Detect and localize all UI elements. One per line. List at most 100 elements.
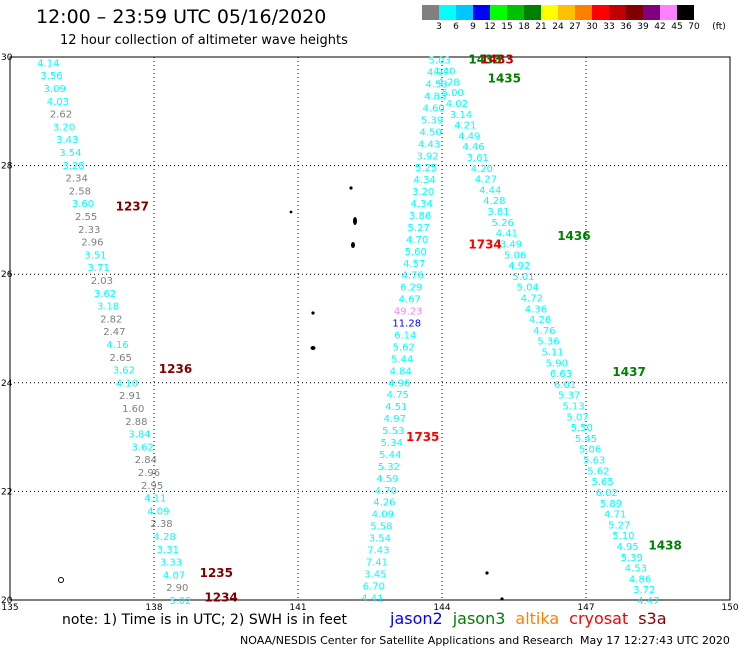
wave-height-value: 2.96 [138, 468, 160, 479]
wave-height-value: 3.28 [62, 161, 84, 172]
wave-height-value: 2.34 [66, 174, 88, 185]
wave-height-value: 5.00 [442, 88, 464, 99]
color-swatch [660, 5, 677, 20]
wave-height-value: 5.10 [612, 531, 634, 542]
wave-height-value: 4.09 [372, 510, 394, 521]
map-title: 12:00 – 23:59 UTC 05/16/2020 [36, 6, 327, 28]
wave-height-value: 4.72 [521, 293, 543, 304]
wave-height-value: 5.45 [575, 434, 597, 445]
wave-height-value: 3.54 [369, 534, 391, 545]
wave-height-value: 5.27 [408, 223, 430, 234]
color-swatch [541, 5, 558, 20]
wave-height-value: 2.03 [91, 276, 113, 287]
island-marker [58, 577, 64, 583]
island-marker [349, 186, 353, 190]
wave-height-value: 4.34 [414, 175, 436, 186]
wave-height-value: 2.38 [150, 519, 172, 530]
wave-height-value: 5.44 [391, 354, 413, 365]
wave-height-value: 3.51 [84, 250, 106, 261]
wave-height-value: 4.67 [399, 295, 421, 306]
altimeter-map: 135 138 141 144 147 150 20 22 24 26 28 30 4.14 3.56 3… [1, 53, 739, 610]
wave-height-value: 4.83 [424, 92, 446, 103]
legend-entry-s3a: s3a [638, 609, 667, 628]
x-tick-label: 141 [289, 603, 306, 610]
wave-height-value: 6.29 [400, 283, 422, 294]
wave-height-value: 4.43 [418, 139, 440, 150]
pass-time-label: 1734 [468, 237, 501, 251]
land-islands [58, 186, 504, 601]
wave-height-value: 3.31 [157, 545, 179, 556]
wave-height-value: 4.03 [47, 97, 69, 108]
color-swatch [626, 5, 643, 20]
wave-height-value: 2.55 [75, 212, 97, 223]
wave-height-value: 5.11 [542, 347, 564, 358]
wave-height-value: 5.07 [566, 412, 588, 423]
wave-height-value: 5.58 [370, 522, 392, 533]
color-swatch [558, 5, 575, 20]
wave-height-value: 6.01 [554, 380, 576, 391]
x-tick-label: 147 [577, 603, 594, 610]
wave-height-value: 3.62 [132, 442, 154, 453]
wave-height-value: 4.75 [387, 390, 409, 401]
wave-height-value: 5.50 [571, 423, 593, 434]
wave-height-value: 5.39 [621, 553, 643, 564]
wave-height-value: 4.21 [454, 121, 476, 132]
wave-height-value: 3.86 [409, 211, 431, 222]
island-marker [353, 217, 357, 225]
wave-height-value: 4.51 [385, 402, 407, 413]
color-scale-label: 36 [620, 22, 632, 32]
island-marker [310, 346, 316, 350]
wave-height-value: 3.92 [417, 151, 439, 162]
wave-height-value: 4.28 [154, 532, 176, 543]
color-scale-label: 27 [569, 22, 581, 32]
wave-height-value: 3.43 [56, 135, 78, 146]
x-tick-label: 135 [1, 603, 18, 610]
color-scale-label: 42 [654, 22, 666, 32]
wave-height-value: 4.26 [373, 498, 395, 509]
wave-height-value: 4.49 [458, 131, 480, 142]
color-scale-label: 33 [603, 22, 615, 32]
wave-height-value: 3.54 [59, 148, 81, 159]
wave-height-value: 4.10 [116, 378, 138, 389]
color-scale-label: 30 [586, 22, 598, 32]
wave-height-value: 4.11 [144, 494, 166, 505]
wave-height-value: 5.36 [537, 337, 559, 348]
color-scale-label: 3 [436, 22, 442, 32]
wave-height-value: 5.44 [379, 450, 401, 461]
pass-time-label: 1236 [159, 362, 192, 376]
color-swatch [575, 5, 592, 20]
color-swatch [524, 5, 541, 20]
x-tick-label: 150 [721, 603, 738, 610]
wave-height-value: 2.96 [81, 238, 103, 249]
wave-height-value: 3.60 [72, 199, 94, 210]
wave-height-value: 4.02 [446, 99, 468, 110]
wave-height-value: 2.62 [50, 110, 72, 121]
wave-height-value: 4.50 [420, 127, 442, 138]
pass-time-label: 1237 [116, 199, 149, 213]
wave-height-value: 2.90 [166, 583, 188, 594]
wave-height-value: 5.27 [608, 520, 630, 531]
wave-height-value: 3.18 [97, 302, 119, 313]
wave-height-value: 4.92 [508, 261, 530, 272]
wave-height-value: 6.63 [550, 369, 572, 380]
x-tick-label: 144 [433, 603, 450, 610]
wave-height-value: 2.82 [100, 314, 122, 325]
wave-height-value: 3.02 [169, 596, 191, 607]
wave-height-value: 3.72 [633, 585, 655, 596]
wave-height-value: 3.33 [160, 558, 182, 569]
color-swatch [490, 5, 507, 20]
wave-height-value: 3.62 [113, 366, 135, 377]
wave-height-value: 5.53 [382, 426, 404, 437]
wave-height-value: 5.62 [393, 342, 415, 353]
color-scale-label: 45 [671, 22, 683, 32]
wave-height-value: 3.56 [40, 71, 62, 82]
island-marker [311, 311, 315, 315]
wave-height-value: 5.06 [579, 445, 601, 456]
wave-height-value: 4.26 [529, 315, 551, 326]
axis-tick-labels: 135 138 141 144 147 150 20 22 24 26 28 30 [1, 53, 739, 610]
wave-height-value: 4.59 [376, 474, 398, 485]
legend-entry-altika: altika [515, 609, 560, 628]
wave-height-value: 4.86 [629, 574, 651, 585]
wave-height-value: 6.70 [363, 581, 385, 592]
